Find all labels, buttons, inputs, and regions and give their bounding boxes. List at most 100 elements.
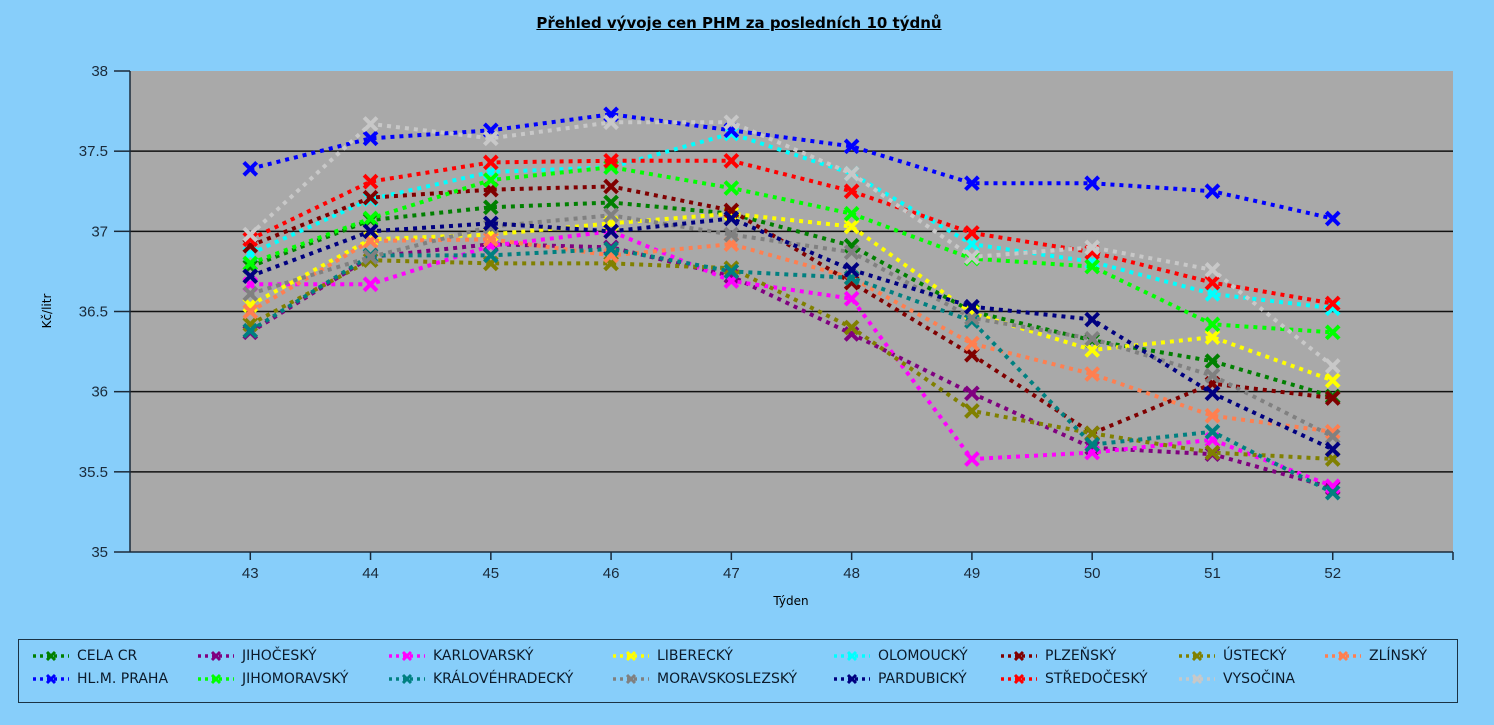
data-point <box>482 247 499 264</box>
y-tick-label: 35.5 <box>79 464 108 481</box>
x-tick-label: 44 <box>362 565 379 582</box>
legend-label: MORAVSKOSLEZSKÝ <box>657 671 798 687</box>
data-point <box>1204 367 1221 384</box>
data-point <box>843 138 860 155</box>
data-point <box>362 210 379 227</box>
data-point <box>964 236 980 252</box>
y-tick-label: 37 <box>91 223 108 240</box>
legend-swatch-icon <box>1325 650 1361 662</box>
data-point <box>362 233 379 249</box>
data-point <box>1204 183 1221 200</box>
data-point <box>482 130 499 147</box>
data-point <box>1324 428 1341 445</box>
y-axis-label: Kč/litr <box>40 294 54 329</box>
legend-label: LIBERECKÝ <box>657 648 733 664</box>
y-axis-ticks: 35 35.5 36 36.5 37 37.5 38 <box>79 63 130 561</box>
series-hl-m-praha <box>242 106 1341 227</box>
data-point <box>482 172 499 188</box>
data-point <box>1084 436 1101 453</box>
data-point <box>482 181 499 198</box>
data-point <box>1324 324 1341 341</box>
data-point <box>964 335 980 352</box>
data-point <box>964 346 980 363</box>
data-point <box>964 175 980 192</box>
legend-item: HL.M. PRAHA <box>31 671 168 687</box>
data-point <box>362 116 379 132</box>
legend-label: ZLÍNSKÝ <box>1369 648 1428 664</box>
legend-label: KRÁLOVÉHRADECKÝ <box>433 671 574 687</box>
data-point <box>1204 423 1221 440</box>
x-axis-ticks: 43 44 45 46 47 48 49 50 51 52 <box>242 552 1341 582</box>
series-line <box>250 229 1334 489</box>
x-tick-label: 52 <box>1324 565 1341 582</box>
data-point <box>482 215 499 232</box>
data-point <box>843 319 860 336</box>
data-point <box>242 268 259 285</box>
data-point <box>482 154 499 171</box>
legend-item: STŘEDOČESKÝ <box>999 671 1148 687</box>
data-point <box>964 403 980 419</box>
data-point <box>242 322 259 339</box>
x-axis-label: Týden <box>772 594 808 608</box>
line-chart: 35 35.5 36 36.5 37 37.5 38 43 44 45 46 47 48 49 50 51 5… <box>40 63 1454 608</box>
data-point <box>1324 210 1341 227</box>
data-point <box>1204 444 1221 461</box>
data-point <box>1324 451 1341 467</box>
legend-item: JIHOČESKÝ <box>196 648 317 664</box>
legend-label: ÚSTECKÝ <box>1223 648 1287 664</box>
legend-item: ÚSTECKÝ <box>1177 648 1287 664</box>
data-point <box>1324 358 1341 374</box>
data-point <box>603 194 619 211</box>
data-point <box>1204 316 1221 333</box>
data-point <box>362 173 379 190</box>
data-point <box>1204 329 1221 345</box>
data-point <box>723 263 740 280</box>
y-tick-label: 37.5 <box>79 143 108 160</box>
series-group <box>242 106 1341 501</box>
data-point <box>843 218 860 235</box>
legend: CELA CR JIHOČESKÝ KARLOVARSKÝ LIBERECKÝ OLOM… <box>18 639 1458 703</box>
series-line <box>249 211 1334 383</box>
data-point <box>1204 261 1221 278</box>
data-point <box>1324 390 1341 406</box>
legend-item: LIBERECKÝ <box>611 648 733 664</box>
data-point <box>603 207 619 224</box>
data-point <box>1084 239 1101 256</box>
legend-swatch-icon <box>389 650 425 662</box>
legend-swatch-icon <box>834 673 870 685</box>
data-point <box>1084 330 1101 347</box>
legend-swatch-icon <box>613 673 649 685</box>
series-line <box>249 216 1334 452</box>
data-point <box>603 152 619 169</box>
series-line <box>249 200 1334 399</box>
x-tick-label: 45 <box>482 565 499 582</box>
legend-swatch-icon <box>1001 650 1037 662</box>
data-point <box>362 189 379 206</box>
data-point <box>1084 311 1101 328</box>
legend-label: PLZEŇSKÝ <box>1045 648 1117 664</box>
y-tick-label: 38 <box>91 63 108 80</box>
legend-label: PARDUBICKÝ <box>878 671 967 687</box>
data-point <box>1324 295 1341 312</box>
data-point <box>603 223 619 240</box>
legend-item: MORAVSKOSLEZSKÝ <box>611 671 797 687</box>
legend-item: KRÁLOVÉHRADECKÝ <box>387 671 573 687</box>
y-tick-label: 36.5 <box>79 304 108 321</box>
data-point <box>843 205 860 222</box>
series-line <box>249 184 1333 436</box>
legend-item: JIHOMORAVSKÝ <box>196 671 348 687</box>
data-point <box>843 290 860 307</box>
data-point <box>843 165 860 182</box>
legend-label: KARLOVARSKÝ <box>433 648 534 664</box>
data-point <box>242 160 259 177</box>
legend-label: JIHOČESKÝ <box>242 648 317 664</box>
data-point <box>723 260 740 277</box>
legend-item: OLOMOUCKÝ <box>832 648 968 664</box>
legend-swatch-icon <box>1001 673 1037 685</box>
x-tick-label: 43 <box>242 565 259 582</box>
chart-title: Přehled vývoje cen PHM za posledních 10 … <box>536 14 942 32</box>
y-tick-label: 35 <box>91 544 108 561</box>
data-point <box>1204 274 1221 291</box>
legend-label: HL.M. PRAHA <box>77 671 169 687</box>
x-tick-label: 46 <box>603 565 620 582</box>
